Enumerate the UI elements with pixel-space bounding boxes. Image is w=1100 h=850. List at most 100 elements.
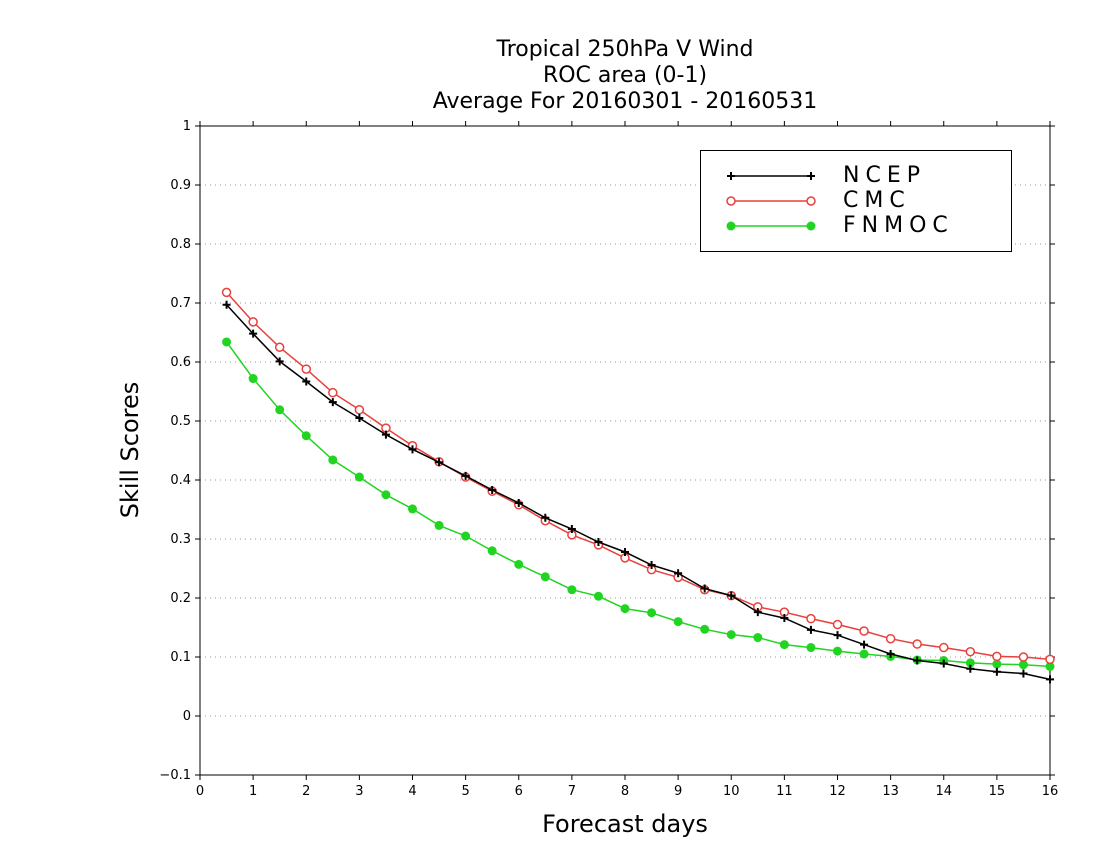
series-fnmoc bbox=[222, 337, 1055, 671]
data-point-fnmoc bbox=[275, 405, 285, 415]
y-tick-label: 0.9 bbox=[170, 178, 191, 193]
data-point-ncep bbox=[753, 608, 762, 617]
data-point-fnmoc bbox=[487, 546, 497, 556]
series-cmc bbox=[221, 287, 1055, 665]
data-point-ncep bbox=[780, 614, 789, 623]
data-point-ncep bbox=[381, 430, 390, 439]
x-tick-label: 16 bbox=[1042, 784, 1059, 799]
data-point-cmc bbox=[301, 364, 311, 374]
data-point-fnmoc bbox=[753, 633, 763, 643]
x-tick-label: 9 bbox=[674, 784, 682, 799]
chart-title-line-3: Average For 20160301 - 20160531 bbox=[432, 89, 818, 114]
data-point-cmc bbox=[328, 387, 338, 398]
y-tick-label: 0.3 bbox=[170, 532, 191, 547]
data-point-ncep bbox=[275, 357, 284, 366]
data-point-cmc bbox=[1045, 654, 1055, 665]
data-point-cmc bbox=[939, 642, 949, 653]
x-tick-label: 13 bbox=[882, 784, 899, 799]
y-tick-label: 0.8 bbox=[170, 237, 191, 252]
x-tick-label: 12 bbox=[829, 784, 846, 799]
data-point-cmc bbox=[885, 633, 896, 644]
data-point-cmc bbox=[806, 613, 816, 624]
y-tick-label: 0.6 bbox=[170, 355, 191, 370]
data-point-ncep bbox=[727, 591, 736, 600]
y-tick-label: 0.7 bbox=[170, 296, 191, 311]
data-point-fnmoc bbox=[647, 608, 657, 618]
y-tick-label: 0.4 bbox=[170, 473, 191, 488]
x-tick-label: 1 bbox=[249, 784, 257, 799]
chart-title-line-2: ROC area (0-1) bbox=[542, 63, 708, 88]
data-point-fnmoc bbox=[779, 640, 789, 650]
x-tick-label: 5 bbox=[461, 784, 469, 799]
data-point-fnmoc bbox=[833, 646, 842, 656]
data-point-fnmoc bbox=[381, 490, 391, 500]
x-tick-label: 0 bbox=[196, 784, 204, 799]
x-tick-label: 14 bbox=[935, 784, 952, 799]
data-point-ncep bbox=[435, 458, 444, 467]
legend-label-cmc: CMC bbox=[843, 188, 911, 213]
data-point-fnmoc bbox=[567, 585, 577, 595]
data-point-fnmoc bbox=[248, 374, 258, 384]
x-tick-label: 7 bbox=[568, 784, 576, 799]
data-point-fnmoc bbox=[408, 504, 417, 514]
data-point-ncep bbox=[249, 329, 258, 338]
data-point-cmc bbox=[1018, 652, 1029, 662]
gridlines bbox=[200, 184, 1050, 717]
y-axis-label: Skill Scores bbox=[116, 381, 144, 519]
legend-ncep-swatch bbox=[727, 172, 815, 180]
data-point-fnmoc bbox=[859, 649, 869, 659]
data-point-cmc bbox=[859, 626, 869, 636]
data-point-fnmoc bbox=[726, 630, 736, 640]
data-point-cmc bbox=[912, 639, 922, 649]
data-point-ncep bbox=[806, 625, 815, 634]
data-point-cmc bbox=[248, 317, 258, 327]
data-point-fnmoc bbox=[593, 591, 603, 601]
data-point-fnmoc bbox=[328, 455, 338, 465]
data-point-fnmoc bbox=[620, 604, 630, 614]
data-point-fnmoc bbox=[540, 572, 550, 582]
data-point-fnmoc bbox=[434, 520, 444, 530]
data-point-ncep bbox=[674, 569, 683, 578]
data-point-fnmoc bbox=[992, 659, 1002, 669]
y-tick-label: 0.1 bbox=[170, 650, 191, 665]
data-point-fnmoc bbox=[222, 337, 232, 347]
series-line-cmc bbox=[226, 291, 1051, 661]
y-tick-label: −0.1 bbox=[159, 768, 191, 783]
legend-item-fnmoc: FNMOC bbox=[701, 213, 1011, 239]
data-point-ncep bbox=[860, 640, 869, 649]
x-tick-label: 2 bbox=[302, 784, 310, 799]
data-point-ncep bbox=[833, 631, 842, 640]
data-point-ncep bbox=[913, 656, 922, 665]
data-point-ncep bbox=[541, 513, 550, 522]
data-point-fnmoc bbox=[354, 472, 364, 482]
data-point-ncep bbox=[1019, 669, 1028, 678]
data-point-ncep bbox=[886, 650, 895, 659]
data-point-ncep bbox=[594, 537, 603, 546]
legend-item-cmc: CMC bbox=[701, 188, 1011, 214]
data-point-ncep bbox=[488, 486, 497, 495]
x-tick-label: 11 bbox=[776, 784, 793, 799]
data-point-ncep bbox=[700, 584, 709, 593]
x-tick-label: 4 bbox=[408, 784, 416, 799]
data-point-ncep bbox=[992, 667, 1001, 676]
y-tick-label: 1 bbox=[183, 119, 191, 134]
chart-title-line-1: Tropical 250hPa V Wind bbox=[496, 37, 754, 62]
data-point-ncep bbox=[567, 524, 576, 533]
legend-label-ncep: NCEP bbox=[843, 163, 926, 188]
legend: NCEP CMC FNMOC bbox=[700, 150, 1012, 252]
series-line-ncep bbox=[226, 304, 1051, 681]
data-point-fnmoc bbox=[301, 431, 311, 441]
x-tick-label: 3 bbox=[355, 784, 363, 799]
data-point-cmc bbox=[965, 646, 976, 657]
data-point-ncep bbox=[647, 560, 656, 569]
x-tick-label: 8 bbox=[621, 784, 629, 799]
data-point-cmc bbox=[832, 619, 843, 630]
series-lines bbox=[221, 287, 1055, 684]
data-point-ncep bbox=[222, 300, 231, 309]
data-point-ncep bbox=[302, 377, 311, 386]
series-line-fnmoc bbox=[225, 341, 1051, 668]
y-tick-label: 0 bbox=[183, 709, 191, 724]
data-point-cmc bbox=[992, 651, 1002, 662]
data-point-fnmoc bbox=[700, 624, 710, 634]
